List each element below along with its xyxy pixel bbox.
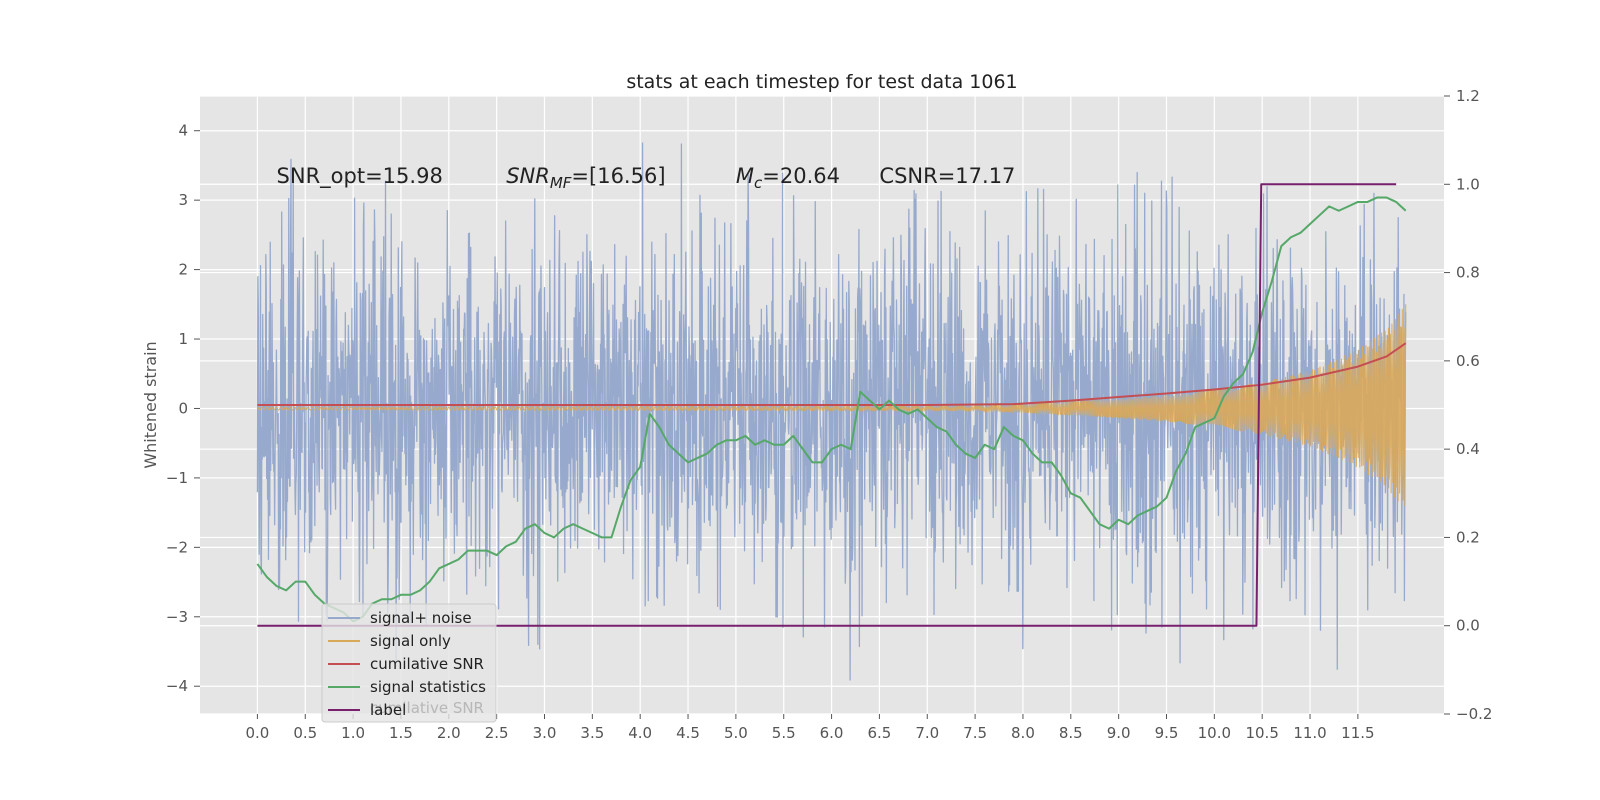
legend-shadow-text-overlay: cumilative SNR xyxy=(370,699,484,717)
annotations: SNR_opt=15.98 SNRMF=[16.56] Mc=20.64 CSNR=1… xyxy=(277,164,1016,192)
x-tick-label: 1.0 xyxy=(341,724,365,742)
y-right-tick-label: 1.2 xyxy=(1456,87,1480,105)
annotation-0: SNR_opt=15.98 xyxy=(277,164,443,189)
y-axis-left: −4 −3 −2 −1 0 1 2 3 4 xyxy=(166,122,200,695)
legend-label: signal only xyxy=(370,632,451,650)
y-right-tick-label: 0.6 xyxy=(1456,352,1480,370)
y-right-tick-label: 0.2 xyxy=(1456,528,1480,546)
annotation-1: SNRMF=[16.56] xyxy=(506,164,665,192)
x-tick-label: 7.5 xyxy=(963,724,987,742)
series-signal-statistics xyxy=(256,196,1407,623)
y-tick-label: 3 xyxy=(178,191,188,209)
chart-title: stats at each timestep for test data 106… xyxy=(626,71,1017,93)
x-tick-label: 4.5 xyxy=(676,724,700,742)
y-tick-label: 4 xyxy=(178,122,188,140)
y-tick-label: 0 xyxy=(178,399,188,417)
x-tick-label: 3.5 xyxy=(580,724,604,742)
x-tick-label: 6.0 xyxy=(820,724,844,742)
x-tick-label: 3.0 xyxy=(533,724,557,742)
y-tick-label: −3 xyxy=(166,608,188,626)
y-tick-label: −1 xyxy=(166,469,188,487)
annotation-2: Mc=20.64 xyxy=(736,164,840,192)
x-tick-label: 11.5 xyxy=(1341,724,1374,742)
legend-label: cumilative SNR xyxy=(370,655,484,673)
series-cumulative-snr xyxy=(257,342,1407,406)
y-right-tick-label: 0.0 xyxy=(1456,617,1480,635)
x-tick-label: 1.5 xyxy=(389,724,413,742)
legend-label: signal+ noise xyxy=(370,609,472,627)
x-tick-label: 2.5 xyxy=(485,724,509,742)
x-tick-label: 2.0 xyxy=(437,724,461,742)
x-tick-label: 10.5 xyxy=(1245,724,1278,742)
y-axis-title: Whitened strain xyxy=(141,341,160,468)
x-tick-label: 0.5 xyxy=(293,724,317,742)
x-axis: 0.0 0.5 1.0 1.5 2.0 2.5 3.0 3.5 4.0 4.5 5.0 5.5 6.0 6… xyxy=(245,714,1375,742)
x-tick-label: 9.0 xyxy=(1107,724,1131,742)
x-tick-label: 8.5 xyxy=(1059,724,1083,742)
legend-label: label xyxy=(370,701,406,719)
y-right-tick-label: 1.0 xyxy=(1456,175,1480,193)
y-right-tick-label: 0.8 xyxy=(1456,264,1480,282)
y-tick-label: −4 xyxy=(166,677,188,695)
y-tick-label: −2 xyxy=(166,538,188,556)
x-tick-label: 9.5 xyxy=(1155,724,1179,742)
x-tick-label: 7.0 xyxy=(915,724,939,742)
x-tick-label: 11.0 xyxy=(1293,724,1326,742)
y-tick-label: 2 xyxy=(178,261,188,279)
y-tick-label: 1 xyxy=(178,330,188,348)
y-axis-right: −0.2 0.0 0.2 0.4 0.6 0.8 1.0 1.2 xyxy=(1444,87,1492,723)
series-label xyxy=(257,183,1397,627)
x-tick-label: 5.0 xyxy=(724,724,748,742)
plot-area xyxy=(256,142,1407,681)
x-tick-label: 4.0 xyxy=(628,724,652,742)
x-tick-label: 5.5 xyxy=(772,724,796,742)
series-signal-noise xyxy=(256,142,1407,681)
x-tick-label: 8.0 xyxy=(1011,724,1035,742)
x-tick-label: 6.5 xyxy=(867,724,891,742)
x-tick-label: 10.0 xyxy=(1198,724,1231,742)
y-right-tick-label: 0.4 xyxy=(1456,440,1480,458)
y-right-tick-label: −0.2 xyxy=(1456,705,1492,723)
legend-box xyxy=(321,603,497,723)
annotation-3: CSNR=17.17 xyxy=(879,164,1015,188)
legend: cumilative SNR cumilative SNR signal+ nois… xyxy=(321,603,497,723)
legend-label: signal statistics xyxy=(370,678,486,696)
x-tick-label: 0.0 xyxy=(245,724,269,742)
